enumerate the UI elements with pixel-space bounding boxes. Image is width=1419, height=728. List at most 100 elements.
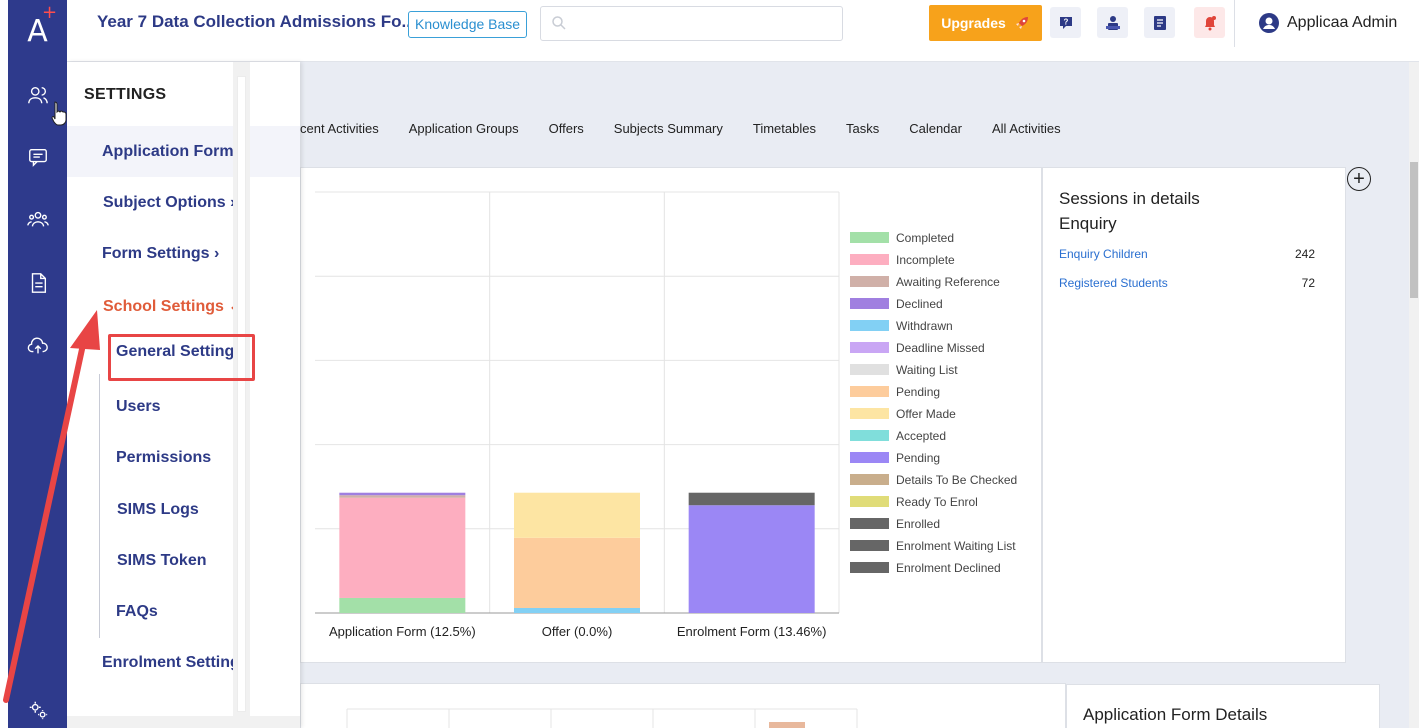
tab-subjects-summary[interactable]: Subjects Summary: [613, 121, 723, 136]
legend-swatch: [850, 298, 889, 309]
submenu-item-permissions[interactable]: Permissions: [67, 449, 300, 475]
submenu-item-sims-token[interactable]: SIMS Token: [67, 552, 300, 578]
session-row-label[interactable]: Enquiry Children: [1059, 247, 1148, 261]
menu-item-form-settings[interactable]: Form Settings ›: [67, 228, 300, 279]
cloud-upload-icon[interactable]: [8, 329, 67, 363]
menu-item-text: Subject Options ›: [103, 194, 235, 212]
menu-item-subject-options[interactable]: Subject Options ›: [67, 177, 300, 228]
notes-icon[interactable]: [1144, 7, 1175, 38]
submenu-item-label: FAQs: [116, 603, 158, 620]
support-agent-icon[interactable]: [1097, 7, 1128, 38]
logo-plus: +: [42, 2, 58, 23]
menu-scroll-thumb[interactable]: [237, 76, 246, 712]
menu-item-label: Enrolment Settings: [102, 654, 249, 671]
menu-item-enrolment-settings[interactable]: Enrolment Settings: [67, 654, 300, 680]
submenu-item-label: SIMS Token: [117, 552, 207, 569]
legend-swatch: [850, 562, 889, 573]
application-form-details-title: Application Form Details: [1083, 705, 1268, 724]
legend-label: Accepted: [896, 429, 946, 443]
tab-recent-activities[interactable]: cent Activities: [300, 121, 379, 136]
submenu-item-label: Permissions: [116, 449, 212, 466]
user-avatar-icon: [1259, 13, 1279, 33]
session-row[interactable]: Registered Students 72: [1059, 276, 1315, 290]
legend-swatch: [850, 342, 889, 353]
search-input[interactable]: [540, 6, 843, 41]
x-tick-label: Enrolment Form (13.46%): [677, 624, 827, 639]
group-icon[interactable]: [8, 202, 67, 236]
highlight-box: [108, 334, 255, 381]
legend-swatch: [850, 540, 889, 551]
submenu-guide-line: [99, 374, 100, 638]
user-name: Applicaa Admin: [1287, 14, 1398, 31]
tab-tasks[interactable]: Tasks: [845, 121, 880, 136]
upgrades-button[interactable]: Upgrades: [929, 5, 1042, 41]
notification-bell-icon[interactable]: [1194, 7, 1225, 38]
submenu-item-general-settings[interactable]: General Settings: [67, 343, 300, 369]
sessions-panel: Sessions in details Enquiry Enquiry Chil…: [1042, 167, 1346, 663]
submenu-item-sims-logs[interactable]: SIMS Logs: [67, 501, 300, 527]
knowledge-base-button[interactable]: Knowledge Base: [408, 11, 528, 38]
legend-label: Waiting List: [896, 363, 958, 377]
tab-application-groups[interactable]: Application Groups: [408, 121, 519, 136]
legend-swatch: [850, 452, 889, 463]
legend-label: Incomplete: [896, 253, 955, 267]
users-icon[interactable]: [8, 78, 67, 112]
search-icon: [552, 16, 566, 30]
menu-item-text: Form Settings ›: [102, 245, 219, 263]
svg-text:?: ?: [1063, 17, 1068, 26]
legend-label: Details To Be Checked: [896, 473, 1017, 487]
submenu-item-users[interactable]: Users: [67, 398, 300, 424]
settings-menu: SETTINGS Application Form Subject Option…: [67, 62, 300, 728]
session-row[interactable]: Enquiry Children 242: [1059, 247, 1315, 261]
topbar-divider: [1234, 0, 1235, 47]
x-tick-label: Application Form (12.5%): [329, 624, 476, 639]
settings-gear-icon[interactable]: [8, 693, 67, 727]
menu-scrollbar[interactable]: [233, 62, 250, 728]
menu-item-text: School Settings ⌄: [103, 296, 242, 316]
legend-label: Completed: [896, 231, 954, 245]
legend-swatch: [850, 430, 889, 441]
rocket-icon: [1015, 17, 1028, 29]
help-icon[interactable]: ?: [1050, 7, 1081, 38]
page-scroll-thumb[interactable]: [1410, 162, 1418, 298]
sessions-title-line2: Enquiry: [1059, 214, 1117, 233]
legend-swatch: [850, 364, 889, 375]
submenu-item-label: Users: [116, 398, 161, 415]
legend-swatch: [850, 386, 889, 397]
legend-swatch: [850, 232, 889, 243]
add-widget-icon[interactable]: +: [1347, 167, 1371, 191]
legend-swatch: [850, 408, 889, 419]
submenu-item-label: General Settings: [116, 343, 244, 360]
tab-timetables[interactable]: Timetables: [752, 121, 816, 136]
menu-horizontal-scrollbar[interactable]: [67, 716, 300, 728]
submenu-item-faqs[interactable]: FAQs: [67, 603, 300, 629]
menu-item-application-form[interactable]: Application Form: [67, 126, 300, 177]
tab-calendar[interactable]: Calendar: [909, 121, 962, 136]
chevron-right-icon: ›: [230, 194, 235, 211]
legend-swatch: [850, 254, 889, 265]
bar-segment: [514, 492, 640, 538]
top-bar: Year 7 Data Collection Admissions Fo... …: [67, 0, 1419, 62]
page-scrollbar[interactable]: [1409, 62, 1419, 728]
chat-icon[interactable]: [8, 140, 67, 174]
bar-segment: [339, 492, 466, 496]
legend-swatch: [850, 276, 889, 287]
bar-segment: [514, 537, 640, 608]
settings-heading: SETTINGS: [84, 86, 167, 103]
legend-label: Offer Made: [896, 407, 956, 421]
session-row-label[interactable]: Registered Students: [1059, 276, 1168, 290]
x-tick-label: Offer (0.0%): [542, 624, 613, 639]
logo-letter: A: [27, 13, 48, 49]
user-menu[interactable]: Applicaa Admin: [1259, 13, 1397, 33]
rail-edge: [0, 0, 8, 728]
menu-item-label: Form Settings: [102, 245, 210, 262]
menu-item-school-settings[interactable]: School Settings ⌄: [67, 279, 300, 330]
tab-bar: cent Activities Application Groups Offer…: [300, 121, 1091, 136]
page-title: Year 7 Data Collection Admissions Fo...: [97, 12, 416, 31]
tab-all-activities[interactable]: All Activities: [991, 121, 1061, 136]
legend-label: Pending: [896, 451, 940, 465]
legend-label: Withdrawn: [896, 319, 953, 333]
app-logo[interactable]: A +: [8, 0, 67, 62]
document-icon[interactable]: [8, 266, 67, 300]
tab-offers[interactable]: Offers: [548, 121, 584, 136]
